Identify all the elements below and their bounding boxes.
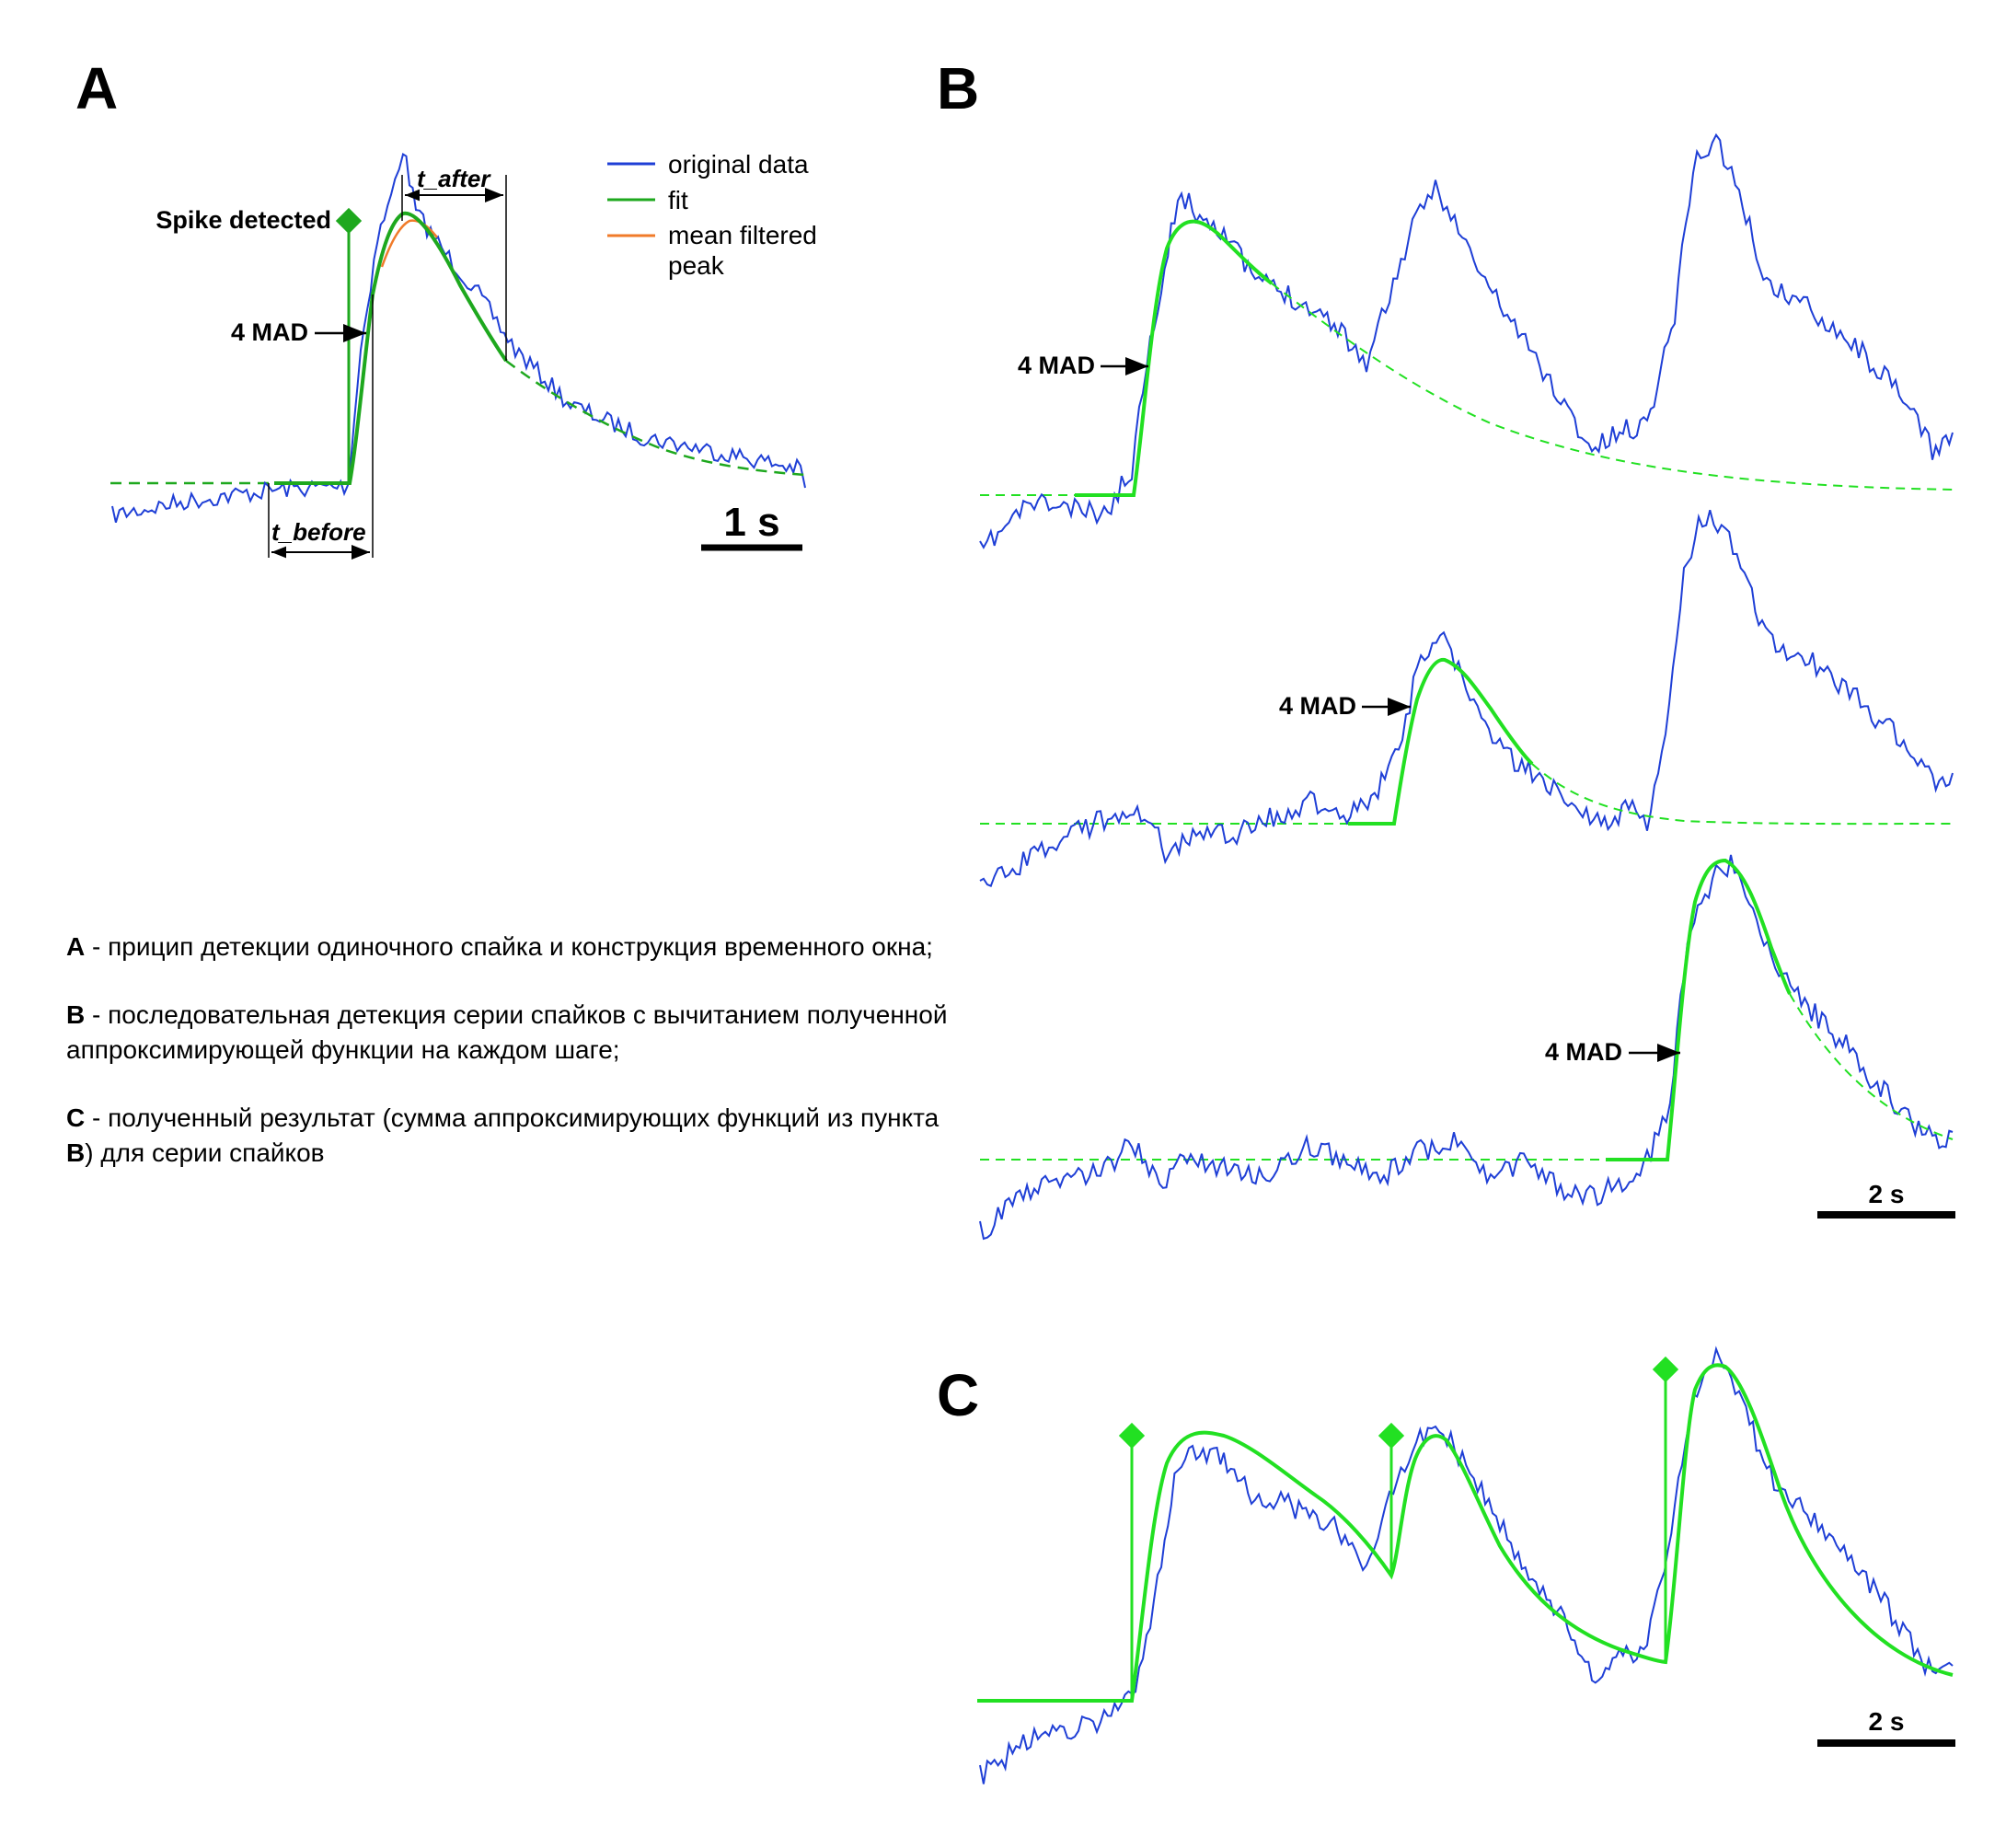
t-before-label: t_before: [271, 518, 366, 546]
caption-a: A - прицип детекции одиночного спайка и …: [66, 930, 950, 964]
panel-a-legend: original data fit mean filtered peak: [607, 150, 817, 280]
panel-b-row1-fit-tail: [1271, 283, 1954, 491]
panel-a-threshold-label: 4 MAD: [231, 318, 308, 346]
panel-b-scalebar-label: 2 s: [1869, 1180, 1905, 1208]
figure-caption: A - прицип детекции одиночного спайка и …: [66, 930, 950, 1204]
caption-a-key: A: [66, 932, 86, 961]
panel-c-spike-marker-1: [1118, 1422, 1146, 1450]
panel-c-spike-marker-3: [1652, 1356, 1679, 1383]
t-after-label: t_after: [417, 165, 491, 192]
panel-b-row1-trace: [979, 133, 1954, 549]
panel-c-sum-fit: [977, 1363, 1954, 1703]
panel-b-row2-fit: [1348, 657, 1534, 826]
panel-a: A Spike detected 4 MAD t_after t_before: [75, 55, 817, 560]
panel-b: B 4 MAD 4 MAD 4 MAD 2 s: [937, 55, 1955, 1241]
caption-b-text: - последовательная детекция серии спайко…: [66, 1000, 948, 1064]
panel-b-row1-threshold-label: 4 MAD: [1018, 352, 1095, 379]
panel-c-scalebar-label: 2 s: [1869, 1707, 1905, 1736]
panel-b-letter: B: [937, 55, 979, 121]
panel-c-trace: [979, 1346, 1954, 1784]
caption-b: B - последовательная детекция серии спай…: [66, 998, 950, 1068]
panel-a-letter: A: [75, 55, 118, 121]
panel-c-letter: C: [937, 1362, 979, 1428]
legend-filtered-label-2: peak: [668, 251, 725, 280]
panel-a-spike-marker-diamond: [335, 207, 363, 235]
panel-b-row2-fit-tail: [1531, 763, 1954, 826]
caption-c-text-2: ) для серии спайков: [85, 1138, 325, 1167]
caption-c-text-1: - полученный результат (сумма аппроксими…: [85, 1103, 940, 1132]
panel-a-fit-tail: [505, 360, 806, 477]
panel-b-row1-fit: [1075, 219, 1274, 497]
panel-a-fit-curve: [274, 211, 508, 485]
panel-b-row2-threshold-label: 4 MAD: [1279, 692, 1356, 720]
caption-a-text: - прицип детекции одиночного спайка и ко…: [85, 932, 933, 961]
legend-filtered-label: mean filtered: [668, 221, 817, 249]
panel-b-row3-trace: [979, 854, 1954, 1241]
legend-fit-label: fit: [668, 186, 688, 214]
caption-c: C - полученный результат (сумма аппрокси…: [66, 1101, 950, 1171]
panel-b-row2-trace: [979, 510, 1954, 888]
panel-b-row3-fit-tail: [1789, 993, 1954, 1140]
caption-c-key: C: [66, 1103, 86, 1132]
panel-c: C 2 s: [937, 1346, 1955, 1784]
legend-original-label: original data: [668, 150, 809, 179]
panel-a-scalebar-label: 1 s: [723, 500, 779, 545]
panel-c-spike-marker-2: [1378, 1422, 1405, 1450]
spike-detected-label: Spike detected: [156, 206, 331, 234]
panel-a-filtered-peak: [380, 219, 438, 268]
caption-b-key: B: [66, 1000, 86, 1029]
caption-c-ref-key: B: [66, 1138, 86, 1167]
panel-b-row3-threshold-label: 4 MAD: [1545, 1038, 1622, 1066]
